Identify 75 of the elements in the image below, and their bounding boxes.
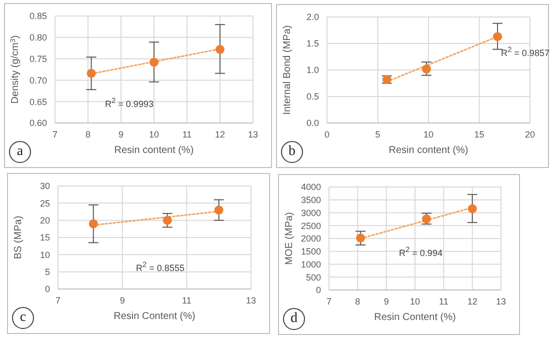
x-tick-label: 13 [248,129,258,140]
annotation: R$^{2}$ = 0.8555 [136,260,184,273]
point [493,32,502,42]
x-tick-label: 12 [467,296,478,306]
x-tick-label: 13 [246,295,256,306]
x-tick-label: 11 [182,295,192,306]
text: b [281,141,303,163]
x-tick-label: 10 [410,296,420,306]
x-tick-label: 8 [355,296,360,306]
y-tick-label: 0.65 [29,96,47,107]
point [356,233,366,242]
point [468,204,477,214]
x-tick-label: 13 [496,296,506,306]
y-tick-label: 0.75 [29,54,47,64]
x-axis-title: Resin content (%) [388,145,468,156]
x-axis-title: Resin content (%) [114,145,194,156]
y-tick-label: 3000 [300,208,321,218]
x-tick-label: 9 [384,296,389,306]
y-tick-label: 4000 [300,182,321,192]
x-tick-label: 0 [324,129,330,140]
annotation: R$^{2}$ = 0.994 [399,245,442,258]
x-tick-label: 9 [118,129,124,140]
point [86,68,96,78]
annotation: R$^{2}$ = 0.9993 [105,96,154,109]
point [214,206,224,215]
y-tick-label: 0.85 [29,11,47,22]
x-axis-title: Resin Content (%) [374,312,456,323]
point [149,58,159,67]
y-tick-label: 0.70 [29,75,47,86]
x-axis-title: Resin Content (%) [114,311,196,322]
x-tick-label: 11 [182,129,192,140]
y-tick-label: 1500 [300,246,321,257]
y-tick-label: 2.0 [306,12,319,22]
y-tick-label: 20 [40,216,50,226]
x-tick-label: 20 [524,129,536,140]
x-tick-label: 8 [85,129,91,140]
text: d [283,308,305,330]
y-tick-label: 0.80 [29,32,47,43]
point [88,219,98,228]
x-tick-label: 10 [423,129,434,140]
y-axis-title: MOE (MPa) [284,212,295,265]
point [162,216,172,225]
x-tick-label: 7 [326,296,332,306]
y-tick-label: 10 [40,250,50,260]
x-tick-label: 5 [375,129,380,140]
y-tick-label: 0.60 [29,118,47,128]
text: c [12,307,34,329]
x-tick-label: 7 [52,129,58,140]
text: a [9,141,31,163]
x-tick-label: 7 [55,295,61,306]
x-tick-label: 11 [438,296,448,306]
y-axis-title: BS (MPa) [13,216,24,260]
x-tick-label: 10 [148,129,160,140]
y-tick-label: 5 [44,267,50,278]
y-tick-label: 0.5 [306,92,319,102]
y-axis-title: Internal Bond (MPa) [282,25,293,115]
point [422,64,431,74]
y-tick-label: 1.0 [306,65,319,76]
annotation: R$^{2}$ = 0.9857 [501,45,550,58]
y-tick-label: 15 [40,232,50,243]
point [215,44,225,54]
x-tick-label: 15 [474,129,484,140]
x-tick-label: 9 [120,295,125,306]
y-tick-label: 2000 [300,234,321,244]
y-tick-label: 500 [306,272,321,282]
y-tick-label: 1.5 [306,38,319,49]
y-tick-label: 25 [40,198,50,208]
y-tick-label: 0 [44,284,50,294]
y-tick-label: 3500 [300,195,321,206]
y-tick-label: 0.0 [306,118,319,128]
y-tick-label: 1000 [300,259,321,270]
y-tick-label: 30 [40,181,50,192]
y-tick-label: 2500 [300,220,321,231]
y-tick-label: 0 [316,285,321,296]
x-tick-label: 12 [214,129,226,140]
